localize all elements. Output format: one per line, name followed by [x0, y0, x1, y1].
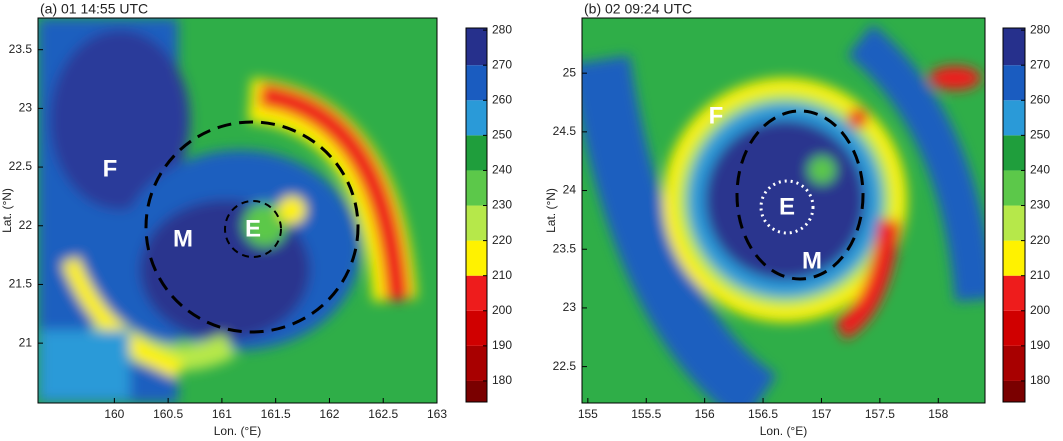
colorbar-band	[466, 170, 487, 206]
y-axis-label: Lat. (°N)	[0, 188, 14, 233]
x-tick-label: 156.5	[748, 407, 778, 421]
colorbar-band	[466, 345, 487, 381]
colorbar-tick-label: 260	[1030, 92, 1050, 106]
y-tick-label: 21	[19, 335, 33, 349]
x-tick-label: 157	[811, 407, 831, 421]
y-tick-label: 24.5	[553, 124, 577, 138]
annotation: E	[779, 193, 795, 220]
y-tick-label: 23	[563, 300, 577, 314]
colorbar-band	[1003, 275, 1025, 311]
colorbar-band	[466, 310, 487, 346]
colorbar-tick-label: 190	[492, 338, 512, 352]
colorbar-band	[1003, 28, 1025, 66]
colorbar-band	[1003, 345, 1025, 381]
colorbar-tick-label: 210	[1030, 268, 1050, 282]
colorbar-tick-label: 280	[1030, 22, 1050, 36]
colorbar-frame	[1002, 27, 1026, 403]
field-image-b	[582, 18, 985, 403]
x-tick-label: 160.5	[153, 407, 183, 421]
colorbar-band	[1003, 310, 1025, 346]
colorbar-tick-label: 270	[492, 57, 512, 71]
colorbar-tick-label: 180	[1030, 373, 1050, 387]
x-tick-label: 162.5	[368, 407, 398, 421]
colorbar-tick-label: 250	[1030, 128, 1050, 142]
colorbar-tick-label: 200	[492, 303, 512, 317]
x-tick-label: 162	[319, 407, 339, 421]
x-tick-label: 157.5	[865, 407, 895, 421]
y-axis-label: Lat. (°N)	[544, 188, 558, 233]
colorbar-band	[466, 380, 487, 402]
colorbar-tick-label: 230	[1030, 198, 1050, 212]
x-tick-label: 161	[212, 407, 232, 421]
x-axis-label: Lon. (°E)	[760, 424, 807, 438]
colorbar-tick-label: 240	[492, 163, 512, 177]
chart-title: (a) 01 14:55 UTC	[40, 1, 148, 17]
colorbar-tick-label: 280	[492, 22, 512, 36]
colorbar-band	[1003, 240, 1025, 276]
colorbar-tick-label: 220	[1030, 233, 1050, 247]
y-tick-label: 21.5	[9, 277, 33, 291]
x-axis-label: Lon. (°E)	[214, 424, 261, 438]
y-tick-label: 22.5	[9, 159, 33, 173]
annotation: F	[709, 102, 724, 129]
plot-frame	[37, 17, 438, 404]
y-tick-label: 23	[19, 101, 33, 115]
colorbar-band	[1003, 65, 1025, 101]
colorbar-tick-label: 260	[492, 92, 512, 106]
colorbar-tick-label: 250	[492, 128, 512, 142]
y-tick-label: 23.5	[553, 241, 577, 255]
y-tick-label: 23.5	[9, 42, 33, 56]
y-tick-label: 22	[19, 218, 33, 232]
x-tick-label: 155.5	[631, 407, 661, 421]
colorbar-band	[1003, 205, 1025, 241]
x-tick-label: 158	[928, 407, 948, 421]
x-tick-label: 161.5	[261, 407, 291, 421]
chart-title: (b) 02 09:24 UTC	[584, 1, 692, 17]
colorbar-tick-label: 180	[492, 373, 512, 387]
plot-frame	[581, 17, 986, 404]
annotation: M	[173, 225, 193, 252]
colorbar-band	[1003, 380, 1025, 402]
x-tick-label: 156	[695, 407, 715, 421]
x-tick-label: 163	[427, 407, 447, 421]
colorbar-tick-label: 230	[492, 198, 512, 212]
annotation: M	[802, 247, 822, 274]
colorbar-band	[466, 28, 487, 66]
annotation: F	[103, 155, 118, 182]
colorbar-tick-label: 200	[1030, 303, 1050, 317]
colorbar-frame	[465, 27, 488, 403]
colorbar-band	[466, 65, 487, 101]
colorbar-band	[466, 135, 487, 171]
colorbar-band	[1003, 170, 1025, 206]
colorbar-tick-label: 220	[492, 233, 512, 247]
y-tick-label: 25	[563, 65, 577, 79]
y-tick-label: 22.5	[553, 359, 577, 373]
y-tick-label: 24	[563, 183, 577, 197]
field-image-a	[38, 18, 437, 403]
colorbar-tick-label: 270	[1030, 57, 1050, 71]
colorbar-band	[466, 275, 487, 311]
colorbar-tick-label: 190	[1030, 338, 1050, 352]
colorbar-band	[466, 100, 487, 136]
colorbar-tick-label: 210	[492, 268, 512, 282]
colorbar-band	[1003, 100, 1025, 136]
x-tick-label: 160	[104, 407, 124, 421]
colorbar-band	[466, 205, 487, 241]
colorbar-band	[1003, 135, 1025, 171]
x-tick-label: 155	[578, 407, 598, 421]
colorbar-tick-label: 240	[1030, 163, 1050, 177]
annotation: E	[245, 215, 261, 242]
colorbar-band	[466, 240, 487, 276]
